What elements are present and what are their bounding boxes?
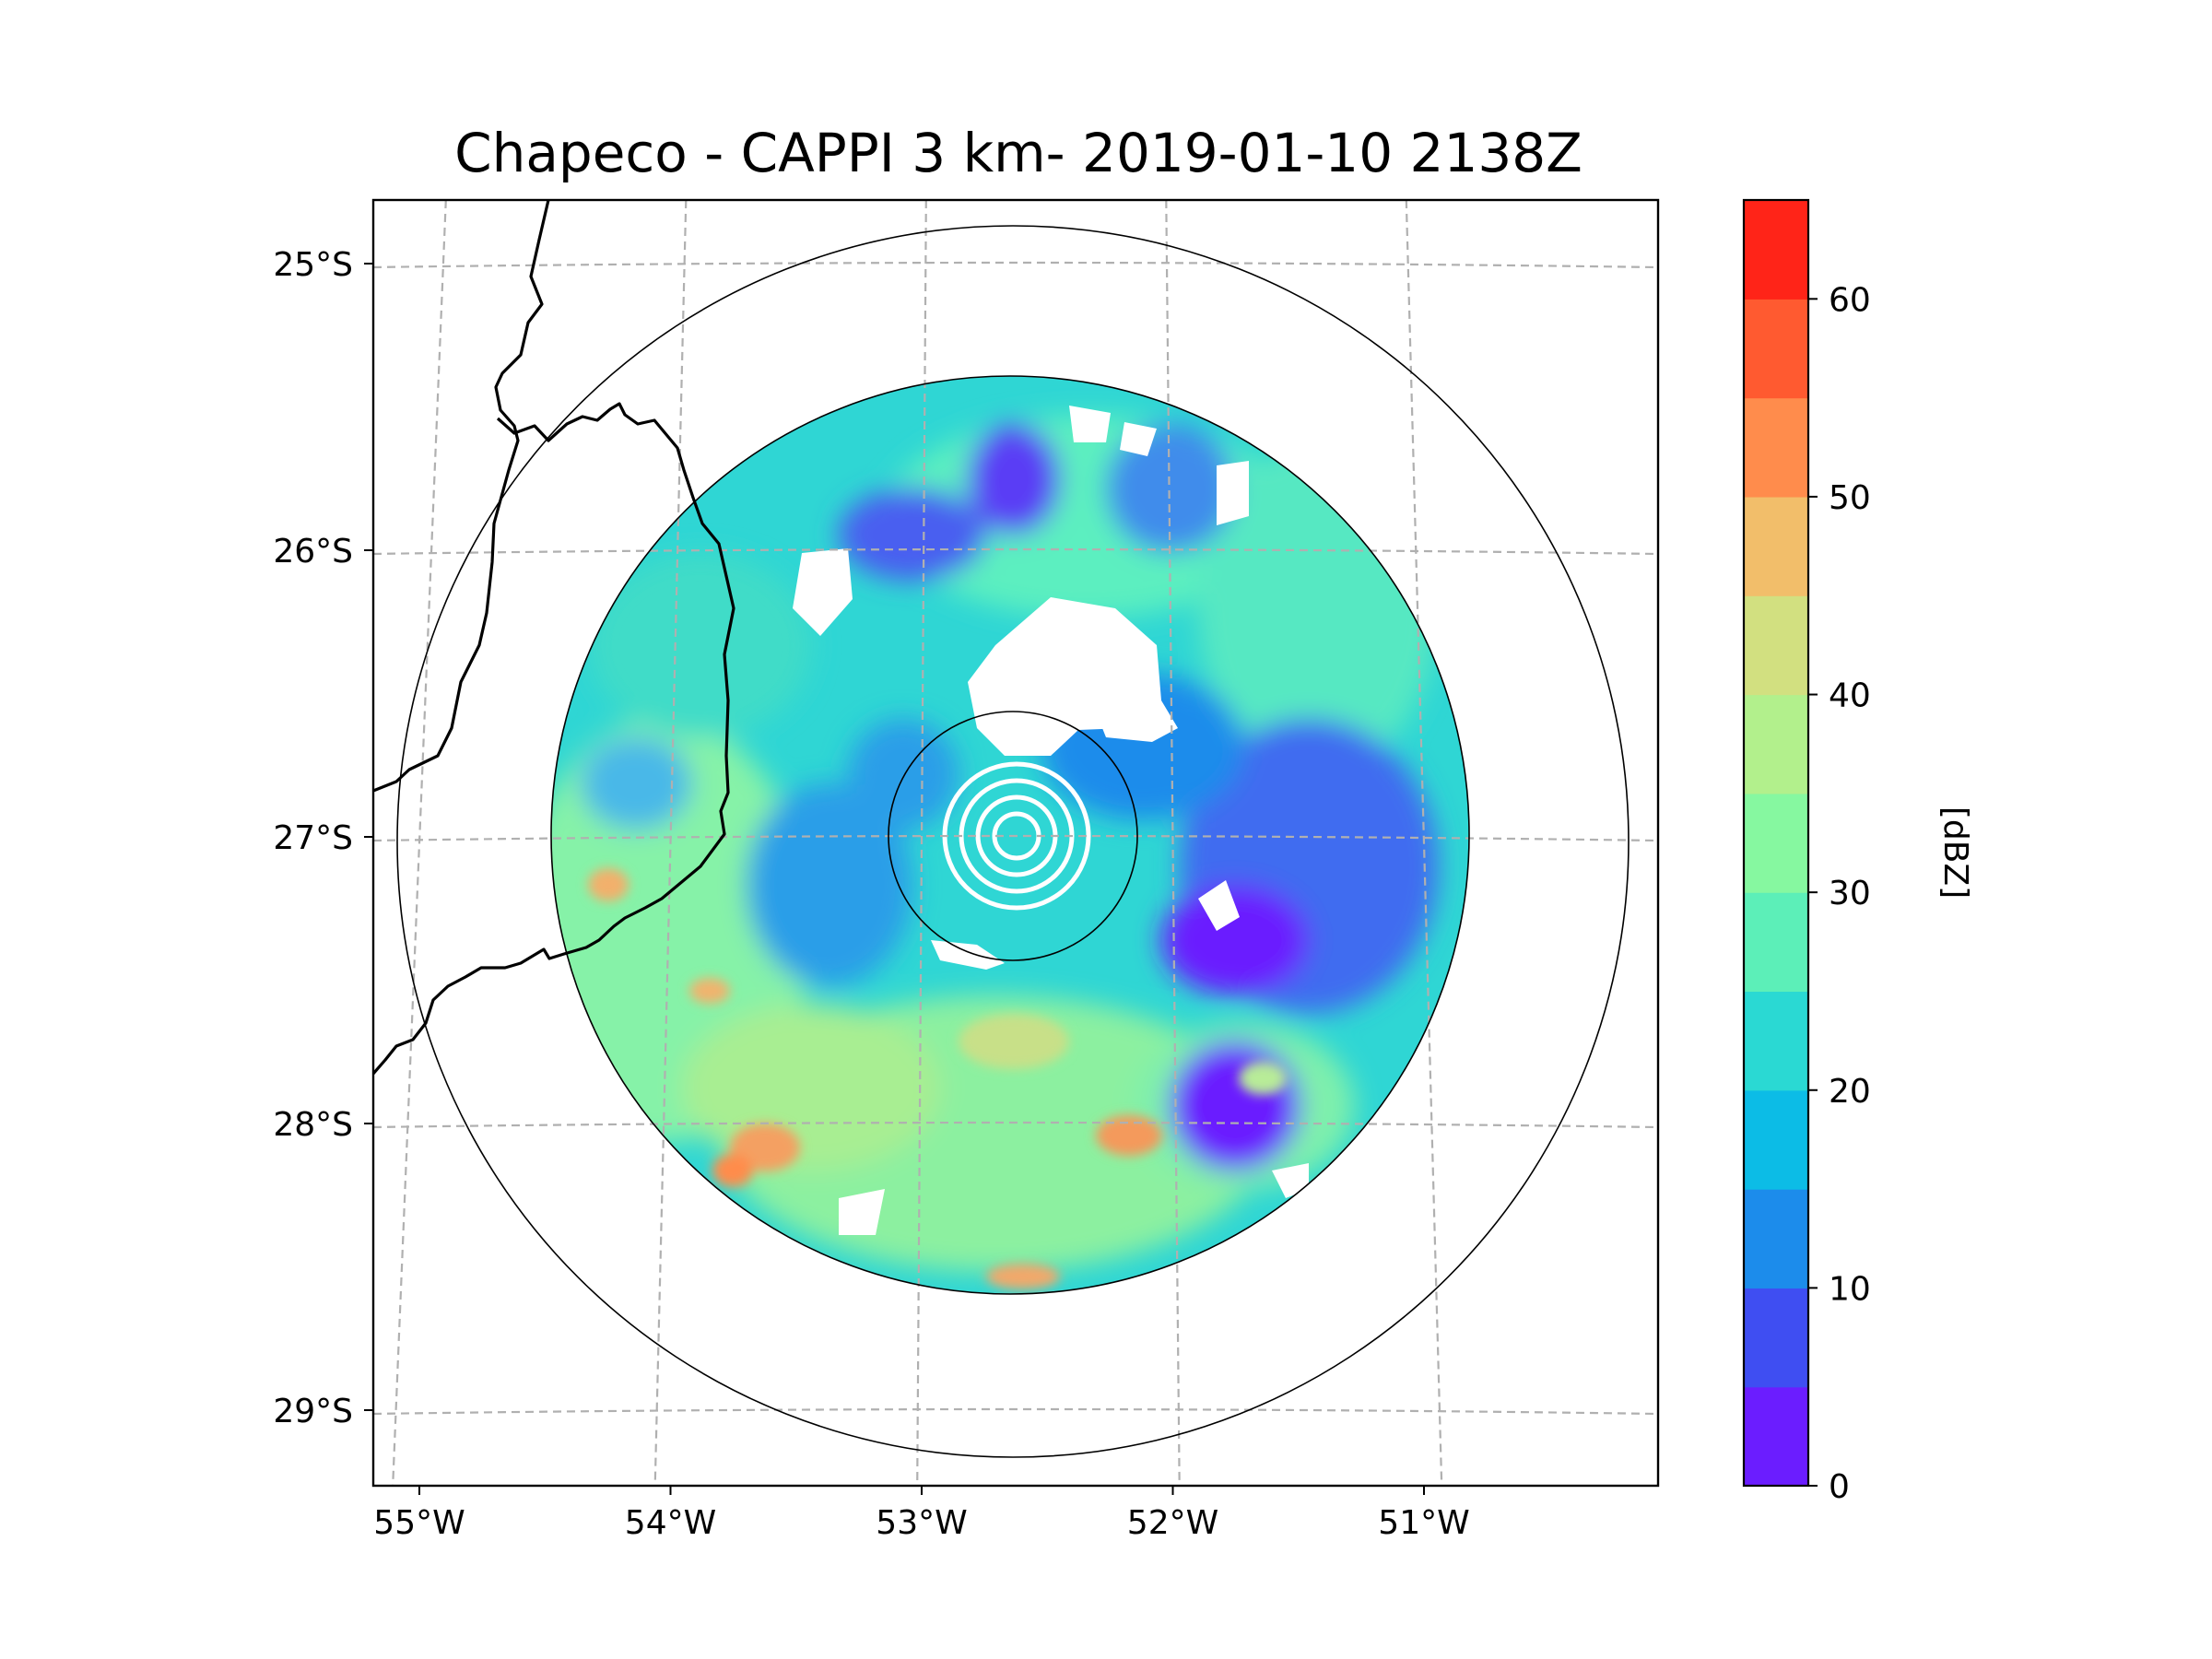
cell-west-max bbox=[588, 868, 629, 901]
lon-tick-label: 55°W bbox=[373, 1504, 465, 1542]
gridline-lat bbox=[373, 834, 1658, 842]
cell-south-max bbox=[1096, 1115, 1162, 1156]
lat-tick-label: 26°S bbox=[273, 533, 353, 571]
map-frame bbox=[371, 198, 1660, 1488]
lat-tick-label: 29°S bbox=[273, 1393, 353, 1430]
gap-southeast bbox=[1272, 1163, 1309, 1198]
lon-tick-label: 51°W bbox=[1378, 1504, 1469, 1542]
colorbar-segment bbox=[1744, 200, 1808, 300]
cell-west-south-max bbox=[689, 978, 730, 1004]
colorbar-tick-label: 20 bbox=[1829, 1073, 1871, 1111]
colorbar-segment bbox=[1744, 1386, 1808, 1487]
lon-tick-label: 53°W bbox=[876, 1504, 967, 1542]
colorbar-segment bbox=[1744, 892, 1808, 993]
border-west bbox=[373, 200, 550, 793]
field-northeast-blue bbox=[1106, 424, 1235, 553]
colorbar-segment bbox=[1744, 793, 1808, 893]
gridline-lon bbox=[653, 200, 688, 1486]
border-state bbox=[373, 402, 735, 1076]
colorbar-segment bbox=[1744, 595, 1808, 696]
colorbar-segment bbox=[1744, 496, 1808, 596]
figure-title: Chapeco - CAPPI 3 km- 2019-01-10 2138Z bbox=[454, 122, 1583, 184]
field-southwest-green bbox=[682, 1005, 940, 1171]
cell-far-south-max bbox=[986, 1264, 1060, 1289]
gap-north-tail bbox=[1097, 700, 1178, 742]
colorbar-segment bbox=[1744, 694, 1808, 794]
colorbar-frame bbox=[1742, 198, 1810, 1488]
cell-center-south bbox=[959, 1014, 1069, 1069]
colorbar-segment bbox=[1744, 299, 1808, 399]
colorbar-segment bbox=[1744, 1189, 1808, 1288]
gridline-lat bbox=[373, 1121, 1658, 1129]
field-inner-blue bbox=[848, 719, 959, 830]
gap-north-1 bbox=[1069, 406, 1111, 442]
colorbar: 0 10 20 30 40 50 60 bbox=[1742, 198, 1871, 1506]
gap-center-south bbox=[931, 940, 1005, 970]
gap-northeast bbox=[1217, 461, 1249, 525]
gap-southwest bbox=[839, 1189, 885, 1235]
colorbar-label: [dBZ] bbox=[1936, 806, 1974, 899]
colorbar-tick-label: 0 bbox=[1829, 1468, 1850, 1506]
lat-tick-label: 25°S bbox=[273, 246, 353, 284]
colorbar-tick-label: 50 bbox=[1829, 479, 1871, 517]
gridline-lat bbox=[373, 1407, 1658, 1416]
colorbar-tick-label: 60 bbox=[1829, 281, 1871, 319]
range-ring-inner bbox=[888, 711, 1138, 961]
gridline-lon bbox=[392, 200, 447, 1486]
colorbar-segment bbox=[1744, 397, 1808, 498]
colorbar-segment bbox=[1744, 1089, 1808, 1190]
cell-southwest-core bbox=[712, 1154, 753, 1187]
border-lines bbox=[373, 200, 735, 1076]
cell-east-green bbox=[1239, 1062, 1287, 1095]
gridline-lat bbox=[373, 547, 1658, 556]
colorbar-segment bbox=[1744, 991, 1808, 1091]
colorbar-tick-label: 40 bbox=[1829, 677, 1871, 715]
field-southeast-purple bbox=[1171, 1041, 1300, 1171]
colorbar-segment bbox=[1744, 1288, 1808, 1388]
gridline-lon bbox=[1405, 200, 1443, 1486]
latitude-ticks: 25°S 26°S 27°S 28°S 29°S bbox=[273, 246, 373, 1430]
colorbar-tick-label: 30 bbox=[1829, 875, 1871, 912]
no-echo-gaps bbox=[793, 406, 1309, 1235]
field-east-purple bbox=[1161, 885, 1309, 995]
lon-tick-label: 52°W bbox=[1127, 1504, 1218, 1542]
map-gridlines bbox=[373, 200, 1658, 1486]
range-ring-outer bbox=[396, 225, 1630, 1458]
lat-tick-label: 28°S bbox=[273, 1106, 353, 1144]
lat-tick-label: 27°S bbox=[273, 819, 353, 857]
range-rings bbox=[396, 225, 1630, 1458]
field-center-blue bbox=[747, 783, 912, 986]
range-ring-data-edge bbox=[550, 375, 1470, 1295]
gridline-lon bbox=[1165, 200, 1181, 1486]
longitude-ticks: 55°W 54°W 53°W 52°W 51°W bbox=[373, 1486, 1470, 1542]
gap-east bbox=[1198, 880, 1240, 931]
field-northwest-cyan bbox=[590, 553, 811, 737]
gridline-lat bbox=[373, 261, 1658, 269]
gap-north-2 bbox=[1120, 422, 1157, 456]
gap-north-west bbox=[793, 548, 853, 636]
lon-tick-label: 54°W bbox=[625, 1504, 716, 1542]
field-west-blue bbox=[581, 737, 691, 830]
gridline-lon bbox=[916, 200, 927, 1486]
field-north-purple bbox=[968, 424, 1060, 535]
field-north-blue bbox=[839, 488, 986, 581]
colorbar-tick-label: 10 bbox=[1829, 1270, 1871, 1308]
